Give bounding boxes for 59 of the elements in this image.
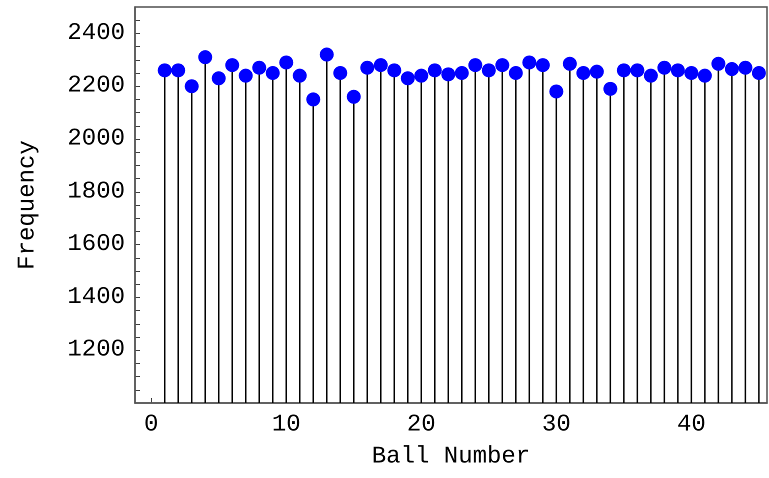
point <box>360 60 374 75</box>
point <box>576 66 590 80</box>
y-tick-label: 1800 <box>67 178 125 206</box>
x-tick-label: 20 <box>406 412 436 438</box>
y-tick-label: 2400 <box>67 20 125 47</box>
point <box>320 48 334 62</box>
x-tick-label: 10 <box>272 412 301 438</box>
point <box>171 63 186 78</box>
y-tick-label: 2000 <box>67 126 125 152</box>
point <box>333 66 348 80</box>
point <box>292 68 307 83</box>
point <box>724 62 739 76</box>
point <box>184 79 199 94</box>
point <box>495 58 510 72</box>
x-tick-label: 30 <box>542 412 571 438</box>
point <box>536 58 550 72</box>
point <box>482 63 496 78</box>
y-tick-label: 2200 <box>67 72 125 100</box>
point <box>562 56 577 71</box>
point <box>306 92 320 106</box>
point <box>252 60 266 75</box>
y-tick-label: 1400 <box>67 284 125 311</box>
x-tick-label: 40 <box>676 412 706 438</box>
point <box>266 66 280 80</box>
y-tick-label: 1200 <box>67 336 125 364</box>
point <box>522 55 536 70</box>
point <box>752 66 766 80</box>
point <box>603 82 618 96</box>
point <box>238 68 253 83</box>
point <box>414 68 428 83</box>
point <box>158 63 172 78</box>
point <box>698 68 712 83</box>
point <box>400 71 415 86</box>
point <box>684 66 698 80</box>
y-tick-label: 1600 <box>67 231 125 258</box>
point <box>616 63 631 78</box>
point <box>657 60 672 75</box>
point <box>711 56 726 71</box>
point <box>468 58 482 72</box>
point <box>428 63 442 78</box>
point <box>346 90 361 104</box>
point <box>374 58 388 72</box>
point <box>630 63 644 78</box>
point <box>670 63 685 78</box>
x-tick-label: 0 <box>144 412 158 438</box>
point <box>212 71 226 86</box>
point <box>590 64 604 79</box>
point <box>198 50 212 64</box>
point <box>644 68 658 83</box>
point <box>279 55 294 70</box>
point <box>441 67 456 82</box>
x-axis-title: Ball Number <box>372 444 530 470</box>
point <box>454 66 469 80</box>
y-axis-title: Frequency <box>14 140 42 270</box>
point <box>387 63 402 78</box>
point <box>738 60 752 75</box>
point <box>549 84 564 98</box>
point <box>225 58 240 72</box>
point <box>508 66 523 80</box>
